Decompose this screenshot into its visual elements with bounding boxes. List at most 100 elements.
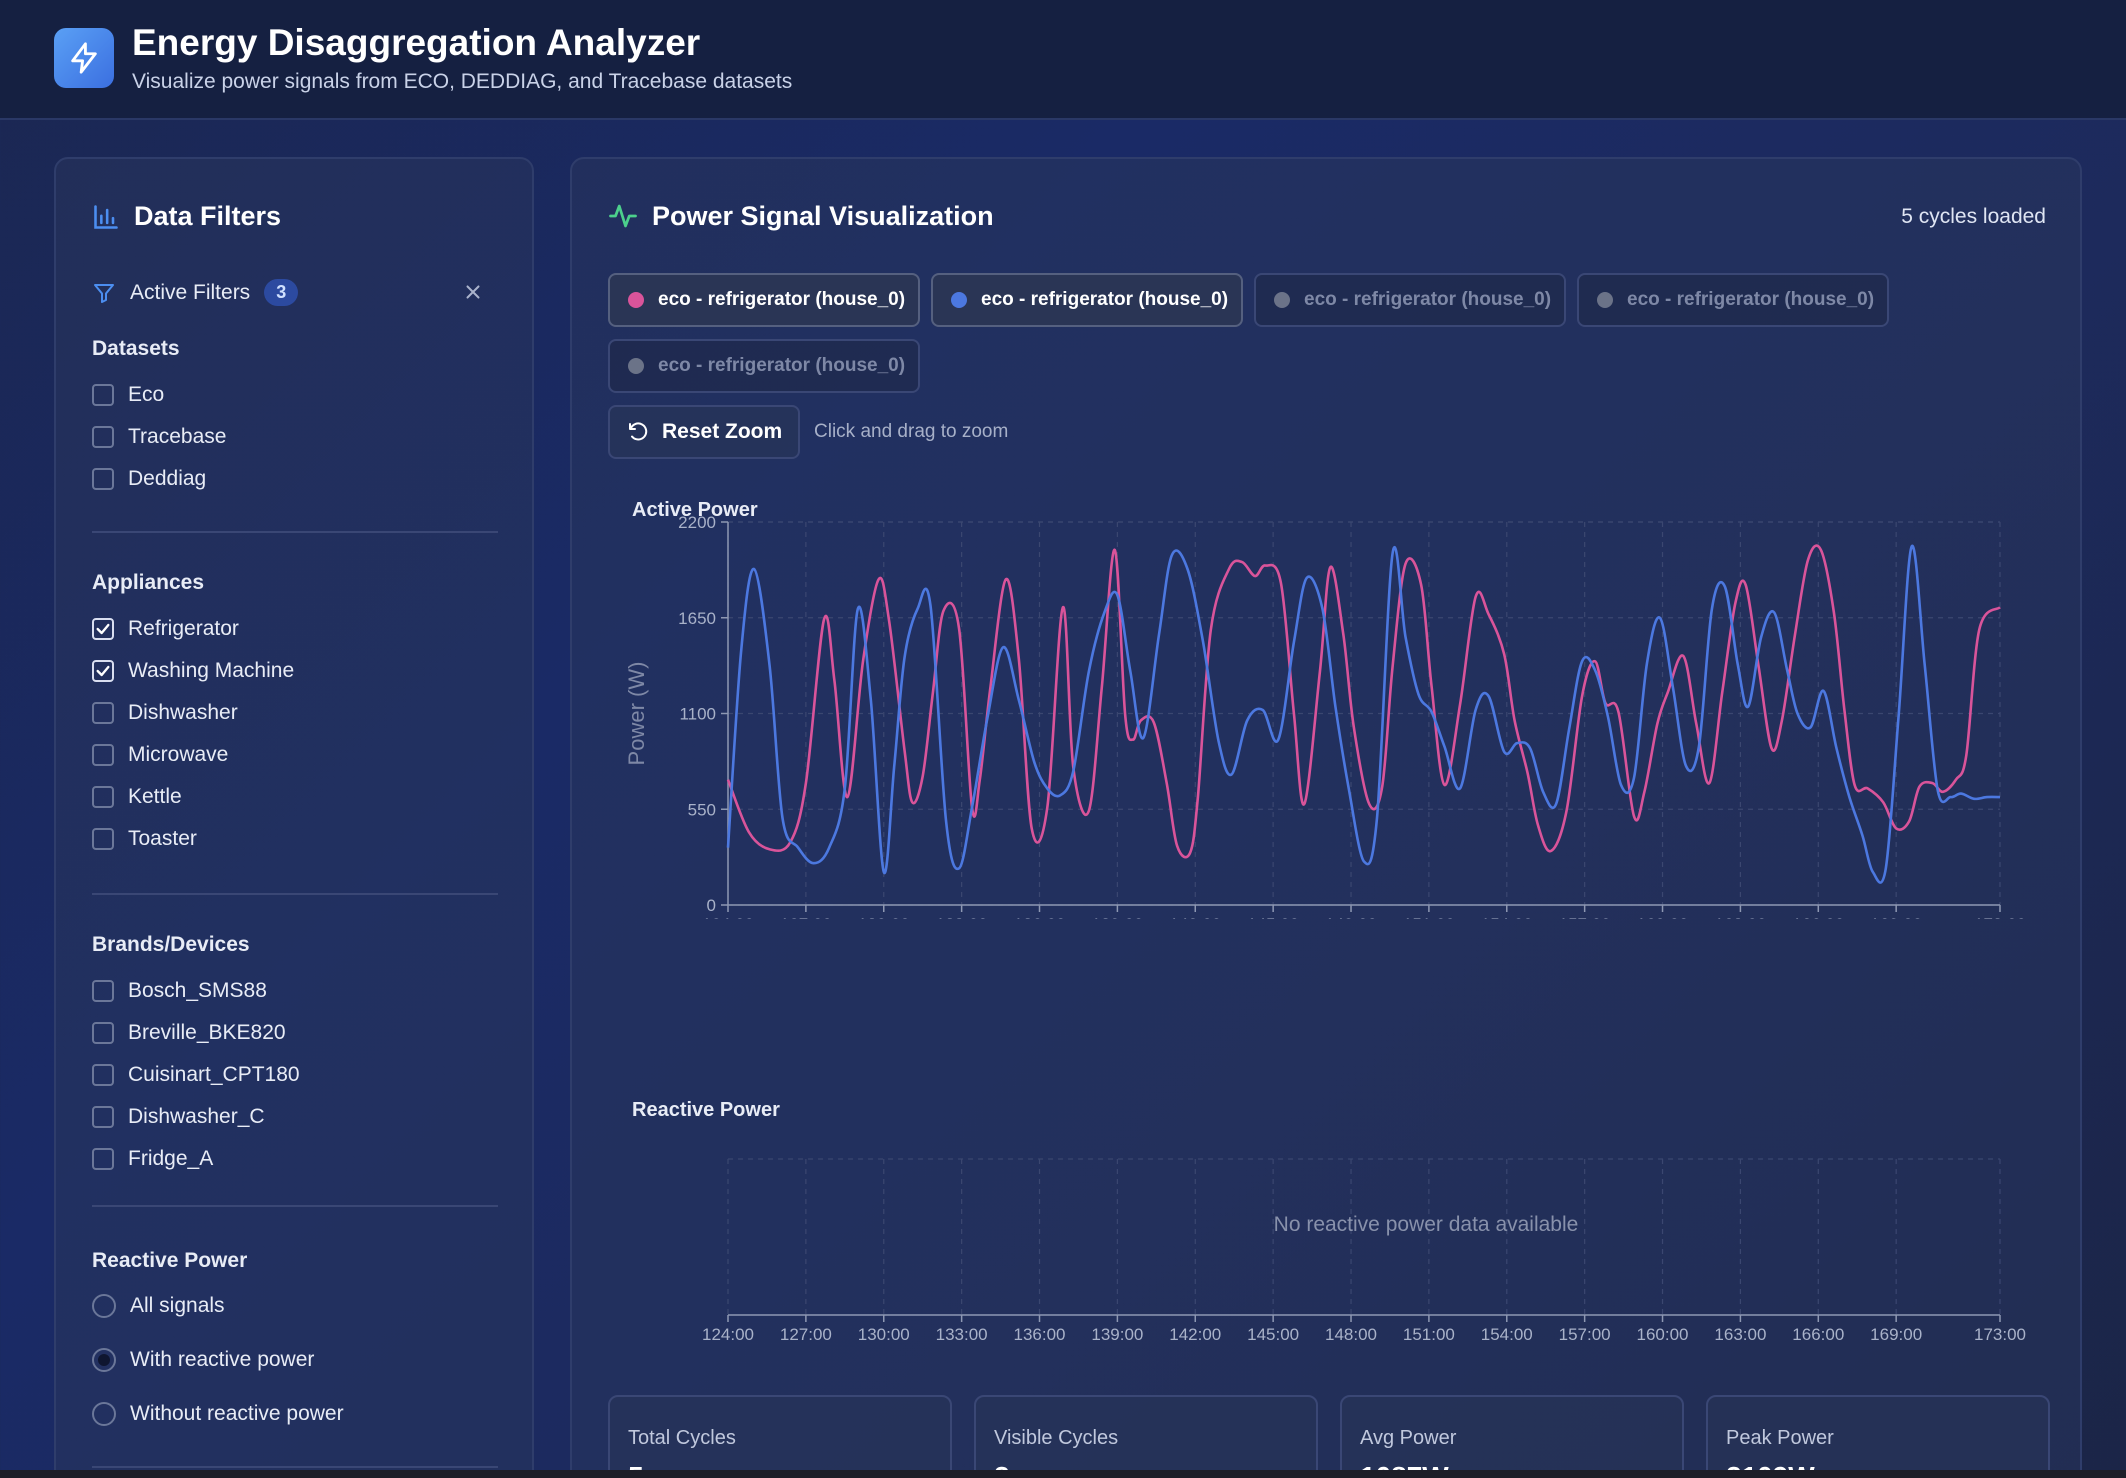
radio-label: Without reactive power — [130, 1402, 344, 1425]
checkbox-label: Breville_BKE820 — [128, 1021, 286, 1044]
y-tick-label: 1100 — [679, 705, 716, 724]
checkbox[interactable] — [92, 1148, 114, 1170]
x-tick-label: 139:00 — [1091, 915, 1143, 919]
rotate-ccw-icon — [626, 420, 650, 444]
x-tick-label: 166:00 — [1792, 915, 1844, 919]
checkbox[interactable] — [92, 1064, 114, 1086]
active-power-title: Active Power — [632, 499, 758, 521]
bottom-bar — [0, 1470, 2126, 1478]
x-tick-label: 169:00 — [1870, 1325, 1922, 1344]
appliance-microwave-checkbox[interactable]: Microwave — [92, 743, 228, 767]
x-tick-label: 173:00 — [1974, 915, 2026, 919]
checkbox-label: Toaster — [128, 827, 197, 850]
brands-scroll-list[interactable]: Bosch_SMS88 Breville_BKE820 Cuisinart_CP… — [56, 969, 536, 1331]
x-tick-label: 151:00 — [1403, 1325, 1455, 1344]
reactive-with-radio[interactable]: With reactive power — [92, 1348, 314, 1372]
viz-title: Power Signal Visualization — [652, 201, 994, 231]
appliance-dishwasher-checkbox[interactable]: Dishwasher — [92, 701, 238, 725]
x-tick-label: 145:00 — [1247, 915, 1299, 919]
checkbox-label: Kettle — [128, 785, 182, 808]
checkbox-label: Bosch_SMS88 — [128, 979, 267, 1002]
checkbox-label: Eco — [128, 383, 165, 406]
divider — [92, 1205, 498, 1207]
x-tick-label: 166:00 — [1792, 1325, 1844, 1344]
radio[interactable] — [92, 1402, 116, 1426]
checkbox[interactable] — [92, 980, 114, 1002]
zoom-hint: Click and drag to zoom — [814, 421, 1009, 442]
x-tick-label: 160:00 — [1637, 915, 1689, 919]
active-filters-row: Active Filters 3 — [92, 279, 299, 306]
reactive-all-radio[interactable]: All signals — [92, 1294, 225, 1318]
divider — [92, 531, 498, 533]
active-power-chart[interactable]: 124:00 127:00 130:00 133:00 136:00 139:00 142:… — [572, 459, 2084, 919]
dataset-eco-checkbox[interactable]: Eco — [92, 383, 164, 407]
checkbox-label: Tracebase — [128, 425, 227, 448]
signal-chip[interactable]: eco - refrigerator (house_0) — [931, 273, 1243, 327]
check-icon[interactable] — [92, 618, 114, 640]
chip-label: eco - refrigerator (house_0) — [658, 289, 906, 310]
checkbox[interactable] — [92, 786, 114, 808]
app-title: Energy Disaggregation Analyzer — [132, 22, 701, 63]
reset-zoom-button[interactable]: Reset Zoom — [608, 405, 800, 459]
filter-icon — [92, 281, 116, 305]
signal-chip[interactable]: eco - refrigerator (house_0) — [1577, 273, 1889, 327]
divider — [92, 1466, 498, 1468]
x-tick-label: 127:00 — [780, 915, 832, 919]
app-header: Energy Disaggregation Analyzer Visualize… — [0, 0, 2126, 120]
signal-chip[interactable]: eco - refrigerator (house_0) — [1254, 273, 1566, 327]
x-tick-label: 124:00 — [702, 915, 754, 919]
bar-chart-icon — [92, 203, 120, 236]
dataset-deddiag-checkbox[interactable]: Deddiag — [92, 467, 206, 491]
reactive-without-radio[interactable]: Without reactive power — [92, 1402, 344, 1426]
brands-label: Brands/Devices — [92, 933, 250, 956]
stat-label: Total Cycles — [628, 1427, 736, 1449]
active-filters-label: Active Filters — [130, 280, 251, 304]
checkbox[interactable] — [92, 702, 114, 724]
stat-label: Visible Cycles — [994, 1427, 1119, 1449]
checkbox[interactable] — [92, 744, 114, 766]
divider — [92, 893, 498, 895]
brand-breville-checkbox[interactable]: Breville_BKE820 — [92, 1021, 286, 1045]
appliance-washing-machine-checkbox[interactable]: Washing Machine — [92, 659, 294, 683]
chip-label: eco - refrigerator (house_0) — [981, 289, 1229, 310]
brand-cuisinart-checkbox[interactable]: Cuisinart_CPT180 — [92, 1063, 300, 1087]
active-filters-count: 3 — [264, 279, 299, 306]
dataset-tracebase-checkbox[interactable]: Tracebase — [92, 425, 226, 449]
appliance-toaster-checkbox[interactable]: Toaster — [92, 827, 197, 851]
x-tick-label: 160:00 — [1637, 1325, 1689, 1344]
checkbox-label: Dishwasher_C — [128, 1105, 265, 1128]
x-tick-label: 173:00 — [1974, 1325, 2026, 1344]
series-line-1 — [726, 544, 2001, 859]
checkbox[interactable] — [92, 426, 114, 448]
visualization-panel: Power Signal Visualization 5 cycles load… — [570, 157, 2082, 1478]
brand-bosch-checkbox[interactable]: Bosch_SMS88 — [92, 979, 267, 1003]
chip-label: eco - refrigerator (house_0) — [1304, 289, 1552, 310]
x-tick-label: 163:00 — [1714, 1325, 1766, 1344]
checkbox[interactable] — [92, 1106, 114, 1128]
cycles-loaded: 5 cycles loaded — [1901, 205, 2046, 228]
radio-selected[interactable] — [92, 1348, 116, 1372]
reactive-power-chart[interactable]: 124:00 127:00 130:00 133:00 136:00 139:00 142:… — [572, 1119, 2084, 1349]
signal-chip[interactable]: eco - refrigerator (house_0) — [608, 273, 920, 327]
checkbox[interactable] — [92, 828, 114, 850]
x-tick-label: 154:00 — [1481, 1325, 1533, 1344]
clear-filters-icon[interactable] — [462, 281, 484, 308]
brand-fridge-a-checkbox[interactable]: Fridge_A — [92, 1147, 213, 1171]
y-tick-label: 0 — [707, 896, 716, 915]
x-tick-label: 136:00 — [1014, 915, 1066, 919]
checkbox-label: Cuisinart_CPT180 — [128, 1063, 300, 1086]
appliance-refrigerator-checkbox[interactable]: Refrigerator — [92, 617, 239, 641]
check-icon[interactable] — [92, 660, 114, 682]
appliance-kettle-checkbox[interactable]: Kettle — [92, 785, 182, 809]
checkbox[interactable] — [92, 468, 114, 490]
checkbox[interactable] — [92, 1022, 114, 1044]
checkbox[interactable] — [92, 384, 114, 406]
stat-visible-cycles: Visible Cycles2 — [974, 1395, 1318, 1478]
brand-dishwasher-c-checkbox[interactable]: Dishwasher_C — [92, 1105, 265, 1129]
radio[interactable] — [92, 1294, 116, 1318]
signal-chip[interactable]: eco - refrigerator (house_0) — [608, 339, 920, 393]
checkbox-label: Washing Machine — [128, 659, 295, 682]
datasets-label: Datasets — [92, 337, 180, 360]
x-tick-label: 148:00 — [1325, 1325, 1377, 1344]
stat-label: Peak Power — [1726, 1427, 1834, 1449]
